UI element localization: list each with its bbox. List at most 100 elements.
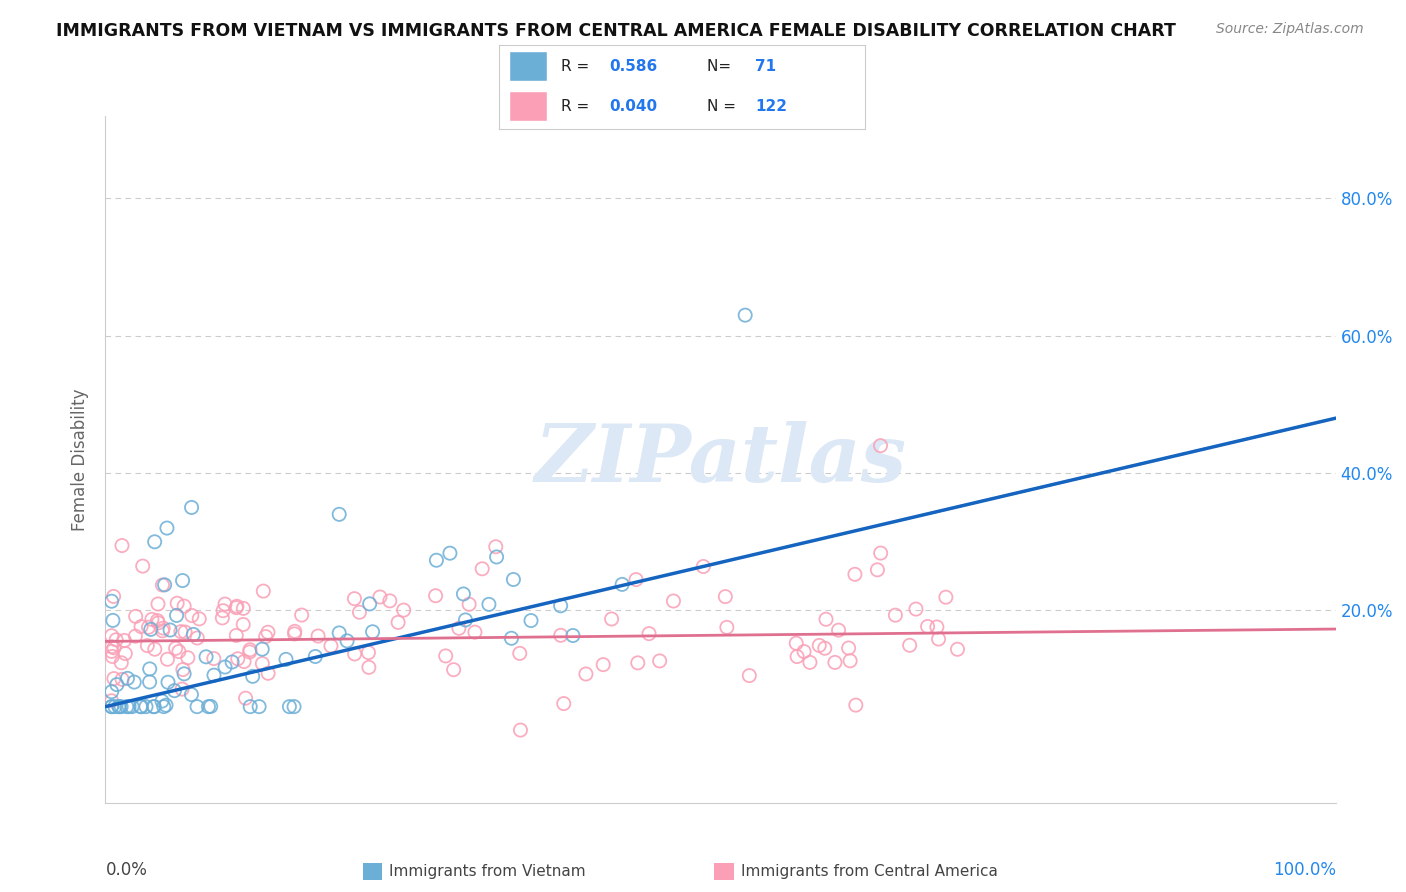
Point	[692, 559, 714, 574]
Point	[200, 699, 222, 714]
Point	[257, 625, 280, 640]
Point	[349, 605, 371, 619]
Text: 100.0%: 100.0%	[1272, 861, 1336, 880]
Point	[100, 594, 122, 608]
Text: Immigrants from Central America: Immigrants from Central America	[741, 864, 998, 879]
Point	[946, 642, 969, 657]
Point	[648, 654, 671, 668]
Point	[447, 621, 470, 635]
Point	[150, 694, 173, 708]
Point	[146, 597, 169, 611]
Point	[425, 553, 447, 567]
Point	[170, 624, 193, 639]
Point	[195, 649, 218, 664]
Bar	[510, 92, 547, 120]
Point	[174, 625, 197, 640]
Point	[443, 663, 465, 677]
Point	[252, 657, 274, 671]
Point	[114, 633, 136, 648]
Point	[156, 652, 179, 666]
Point	[575, 667, 598, 681]
Point	[172, 682, 194, 697]
Point	[177, 650, 200, 665]
Point	[392, 603, 415, 617]
Point	[509, 646, 531, 660]
Point	[153, 578, 176, 592]
Text: 0.0%: 0.0%	[105, 861, 148, 880]
Point	[343, 647, 366, 661]
Point	[454, 613, 477, 627]
Point	[866, 563, 889, 577]
Point	[226, 599, 249, 614]
Point	[180, 688, 202, 702]
Text: 71: 71	[755, 59, 776, 74]
Point	[148, 615, 170, 630]
Point	[502, 573, 524, 587]
Point	[361, 624, 384, 639]
Point	[824, 656, 846, 670]
Point	[387, 615, 409, 630]
Point	[283, 627, 305, 641]
Point	[550, 628, 572, 642]
Point	[110, 656, 132, 670]
Point	[141, 612, 163, 626]
Point	[786, 649, 808, 664]
Point	[793, 644, 815, 658]
Point	[100, 694, 122, 708]
Point	[378, 594, 401, 608]
Point	[100, 699, 122, 714]
Point	[103, 640, 125, 655]
Point	[509, 723, 531, 737]
Text: R =: R =	[561, 99, 595, 114]
Point	[131, 699, 153, 714]
Point	[166, 608, 188, 623]
Point	[458, 597, 481, 611]
Point	[307, 629, 329, 643]
Point	[152, 699, 174, 714]
Point	[103, 590, 125, 604]
Point	[101, 614, 124, 628]
Text: ZIPatlas: ZIPatlas	[534, 421, 907, 498]
Point	[233, 655, 256, 669]
Point	[278, 699, 301, 714]
Point	[808, 639, 831, 653]
Point	[368, 590, 391, 604]
Point	[439, 546, 461, 560]
Text: 122: 122	[755, 99, 787, 114]
Point	[610, 577, 633, 591]
Point	[129, 619, 152, 633]
Point	[180, 500, 202, 515]
Point	[186, 699, 208, 714]
Point	[105, 678, 128, 692]
Point	[254, 630, 277, 644]
Point	[226, 652, 249, 666]
Point	[624, 573, 647, 587]
Point	[142, 699, 165, 714]
Point	[252, 584, 274, 599]
Text: IMMIGRANTS FROM VIETNAM VS IMMIGRANTS FROM CENTRAL AMERICA FEMALE DISABILITY COR: IMMIGRANTS FROM VIETNAM VS IMMIGRANTS FR…	[56, 22, 1175, 40]
Point	[202, 651, 225, 665]
Point	[156, 675, 179, 690]
Text: N=: N=	[707, 59, 741, 74]
Point	[111, 539, 134, 553]
Point	[100, 699, 122, 714]
Point	[471, 562, 494, 576]
Point	[173, 666, 195, 681]
Point	[114, 647, 136, 661]
Point	[117, 672, 139, 686]
Point	[139, 623, 162, 637]
Point	[146, 614, 169, 628]
Point	[202, 668, 225, 682]
Point	[844, 567, 866, 582]
Text: 0.040: 0.040	[609, 99, 657, 114]
Point	[221, 655, 243, 669]
Y-axis label: Female Disability: Female Disability	[72, 388, 90, 531]
Point	[319, 639, 342, 653]
Text: 0.586: 0.586	[609, 59, 657, 74]
Text: N =: N =	[707, 99, 741, 114]
Point	[225, 628, 247, 642]
Point	[152, 578, 174, 592]
Point	[152, 621, 174, 635]
Point	[838, 640, 860, 655]
Point	[115, 699, 138, 714]
